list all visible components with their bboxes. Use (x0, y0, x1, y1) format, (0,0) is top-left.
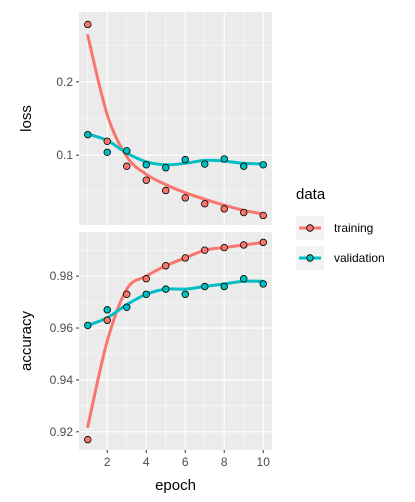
point-validation (240, 275, 248, 283)
facet-panel-loss: 0.1 0.2 loss (18, 12, 272, 225)
y-tick-label: 0.92 (50, 425, 74, 439)
point-training (103, 137, 111, 145)
point-training (201, 246, 209, 254)
point-validation (220, 282, 228, 291)
legend-label: training (334, 221, 373, 235)
point-validation (142, 161, 150, 169)
point-training (259, 211, 267, 220)
point-validation (103, 306, 111, 314)
legend-title: data (296, 186, 326, 203)
point-training (103, 316, 111, 324)
point-validation (103, 148, 111, 156)
point-training (142, 176, 150, 184)
point-training (181, 194, 189, 202)
point-validation (84, 321, 92, 330)
point-training (162, 262, 170, 270)
point-validation (259, 161, 267, 169)
y-tick-label: 0.98 (50, 269, 74, 283)
facet-panel-accuracy: 0.92 0.94 0.96 0.98 accuracy (18, 232, 272, 450)
smooth-line-validation (86, 132, 265, 167)
point-validation (142, 290, 150, 298)
point-training (123, 162, 131, 170)
point-validation (123, 147, 131, 155)
point-training (162, 186, 170, 195)
point-training (84, 20, 92, 29)
panel-background (79, 232, 272, 450)
point-validation (181, 290, 189, 298)
smooth-line-validation (86, 279, 265, 327)
point-training (181, 254, 189, 262)
point-training (84, 435, 92, 444)
smooth-line-training (86, 34, 265, 216)
point-training (201, 199, 209, 208)
point-validation (201, 160, 209, 168)
facet-panels: 0.1 0.2 loss 0.92 0.94 0.96 0.98 accuracy 2 4 6 8 10 (18, 12, 272, 469)
x-tick-label: 4 (143, 455, 150, 469)
point-training (142, 275, 150, 283)
y-axis-title-accuracy: accuracy (18, 310, 35, 371)
x-tick-label: 6 (182, 455, 189, 469)
x-axis: 2 4 6 8 10 (104, 450, 270, 469)
point-validation (84, 130, 92, 139)
point-validation (162, 285, 170, 293)
x-tick-label: 10 (257, 455, 271, 469)
point-validation (201, 282, 209, 291)
point-validation (162, 164, 170, 172)
legend-key-point (306, 224, 314, 232)
y-tick-label: 0.2 (56, 75, 73, 89)
legend-item-validation: validation (296, 246, 385, 270)
y-axis-title-loss: loss (18, 105, 35, 132)
point-training (220, 205, 228, 213)
point-validation (259, 280, 267, 288)
point-training (259, 238, 267, 247)
point-validation (240, 162, 248, 170)
y-tick-label: 0.96 (50, 321, 74, 335)
point-validation (181, 155, 189, 164)
point-validation (123, 303, 131, 311)
x-tick-label: 2 (104, 455, 111, 469)
y-tick-label: 0.94 (50, 373, 74, 387)
point-training (240, 208, 248, 217)
legend-label: validation (334, 251, 385, 265)
point-validation (220, 155, 228, 163)
legend: data training validation (296, 186, 385, 270)
point-training (220, 243, 228, 252)
legend-item-training: training (296, 216, 373, 240)
x-tick-label: 8 (221, 455, 228, 469)
point-training (240, 241, 248, 249)
legend-key-point (306, 254, 314, 262)
smooth-line-training (86, 240, 265, 429)
x-axis-title: epoch (155, 477, 196, 494)
point-training (123, 290, 131, 298)
y-tick-label: 0.1 (56, 148, 73, 162)
